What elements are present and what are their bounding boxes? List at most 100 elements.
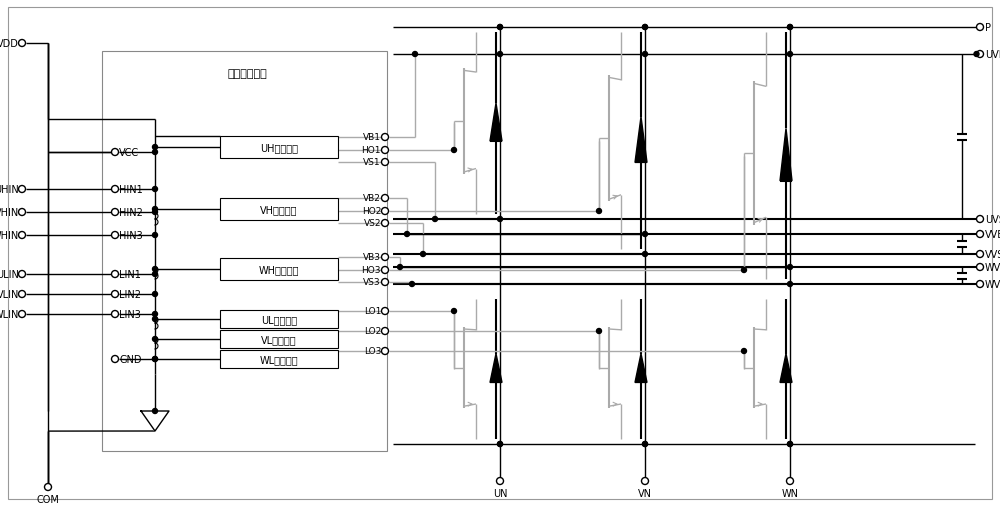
Circle shape [19,40,26,47]
Circle shape [153,312,158,317]
Circle shape [642,52,648,58]
Text: HO2: HO2 [362,207,381,216]
Circle shape [153,337,158,342]
Circle shape [153,187,158,192]
Circle shape [498,25,503,31]
Text: LIN1: LIN1 [119,269,141,279]
Text: LIN3: LIN3 [119,309,141,319]
Circle shape [642,442,648,446]
Circle shape [153,272,158,277]
Circle shape [976,251,983,258]
Bar [220,330,338,348]
Circle shape [742,268,746,273]
Circle shape [382,267,388,274]
Text: VB2: VB2 [363,194,381,203]
Circle shape [642,252,648,257]
Circle shape [112,232,119,239]
Circle shape [420,252,426,257]
Circle shape [112,271,119,278]
Circle shape [787,52,792,58]
Text: WHIN: WHIN [0,231,19,241]
Text: VS1: VS1 [363,158,381,167]
Text: HO1: HO1 [362,146,381,155]
Text: P: P [985,23,991,33]
Circle shape [19,311,26,318]
Circle shape [642,477,648,485]
Circle shape [404,232,410,237]
Text: VVB: VVB [985,230,1000,240]
Text: WL驱动电路: WL驱动电路 [260,354,298,364]
Text: VB1: VB1 [363,133,381,142]
Circle shape [976,216,983,223]
Bar [102,52,387,451]
Circle shape [976,231,983,238]
Bar [220,259,338,280]
Circle shape [153,357,158,362]
Circle shape [382,159,388,166]
Circle shape [112,356,119,363]
Circle shape [382,328,388,335]
Circle shape [382,348,388,355]
Circle shape [596,329,602,334]
Circle shape [398,265,402,270]
Text: VHIN: VHIN [0,208,19,217]
Circle shape [382,308,388,315]
Circle shape [153,210,158,215]
Text: HO3: HO3 [362,266,381,275]
Circle shape [112,311,119,318]
Text: VS3: VS3 [363,278,381,287]
Bar [220,199,338,220]
Circle shape [498,25,503,31]
Circle shape [452,148,456,153]
Circle shape [596,209,602,214]
Text: WH驱动电路: WH驱动电路 [259,265,299,274]
Circle shape [45,484,52,491]
Circle shape [410,282,415,287]
Circle shape [112,149,119,156]
Circle shape [642,232,648,237]
Circle shape [382,220,388,227]
Circle shape [382,147,388,154]
Circle shape [976,51,983,59]
Polygon shape [635,354,647,383]
Circle shape [498,217,503,222]
Text: HIN3: HIN3 [119,231,143,241]
Circle shape [19,271,26,278]
Text: LO2: LO2 [364,327,381,336]
Circle shape [153,233,158,238]
Text: VH驱动电路: VH驱动电路 [260,205,298,215]
Circle shape [153,150,158,155]
Circle shape [976,24,983,32]
Circle shape [153,207,158,212]
Circle shape [112,209,119,216]
Circle shape [786,477,793,485]
Circle shape [432,217,438,222]
Circle shape [382,208,388,215]
Text: HIN1: HIN1 [119,185,143,194]
Circle shape [382,134,388,141]
Text: LO3: LO3 [364,347,381,356]
Circle shape [498,442,503,446]
Text: VB3: VB3 [363,253,381,262]
Circle shape [413,52,418,58]
Text: UN: UN [493,488,507,498]
Text: WVB: WVB [985,263,1000,272]
Polygon shape [490,104,502,142]
Polygon shape [780,129,792,181]
Circle shape [742,349,746,354]
Text: VS2: VS2 [364,219,381,228]
Circle shape [19,291,26,298]
Text: WVS: WVS [985,279,1000,290]
Bar [220,137,338,159]
Text: UVS: UVS [985,215,1000,224]
Text: UH驱动电路: UH驱动电路 [260,143,298,153]
Circle shape [976,281,983,288]
Text: WLIN: WLIN [0,309,19,319]
Circle shape [498,442,503,446]
Bar [220,310,338,328]
Text: 高压驱动电路: 高压驱动电路 [227,69,267,79]
Circle shape [496,477,504,485]
Text: LO1: LO1 [364,307,381,316]
Text: VN: VN [638,488,652,498]
Circle shape [19,209,26,216]
